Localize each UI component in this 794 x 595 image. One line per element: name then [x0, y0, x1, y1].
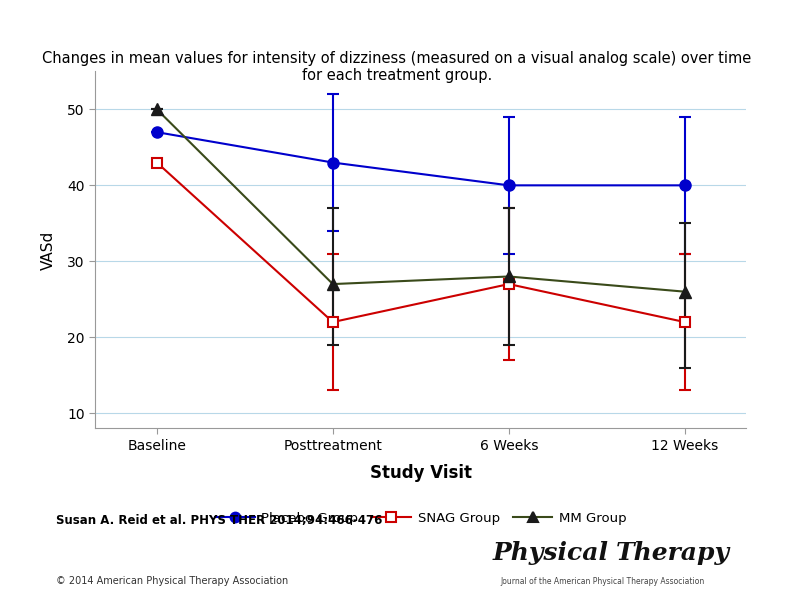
Text: Therapy: Therapy [615, 541, 730, 565]
Text: Susan A. Reid et al. PHYS THER 2014;94:466-476: Susan A. Reid et al. PHYS THER 2014;94:4… [56, 513, 382, 527]
Y-axis label: VASd: VASd [41, 230, 56, 270]
Legend: Placebo Group, SNAG Group, MM Group: Placebo Group, SNAG Group, MM Group [210, 506, 632, 530]
Text: © 2014 American Physical Therapy Association: © 2014 American Physical Therapy Associa… [56, 576, 288, 586]
Text: Journal of the American Physical Therapy Association: Journal of the American Physical Therapy… [500, 577, 704, 586]
X-axis label: Study Visit: Study Visit [370, 464, 472, 482]
Text: Changes in mean values for intensity of dizziness (measured on a visual analog s: Changes in mean values for intensity of … [42, 51, 752, 83]
Text: Physical: Physical [492, 541, 608, 565]
